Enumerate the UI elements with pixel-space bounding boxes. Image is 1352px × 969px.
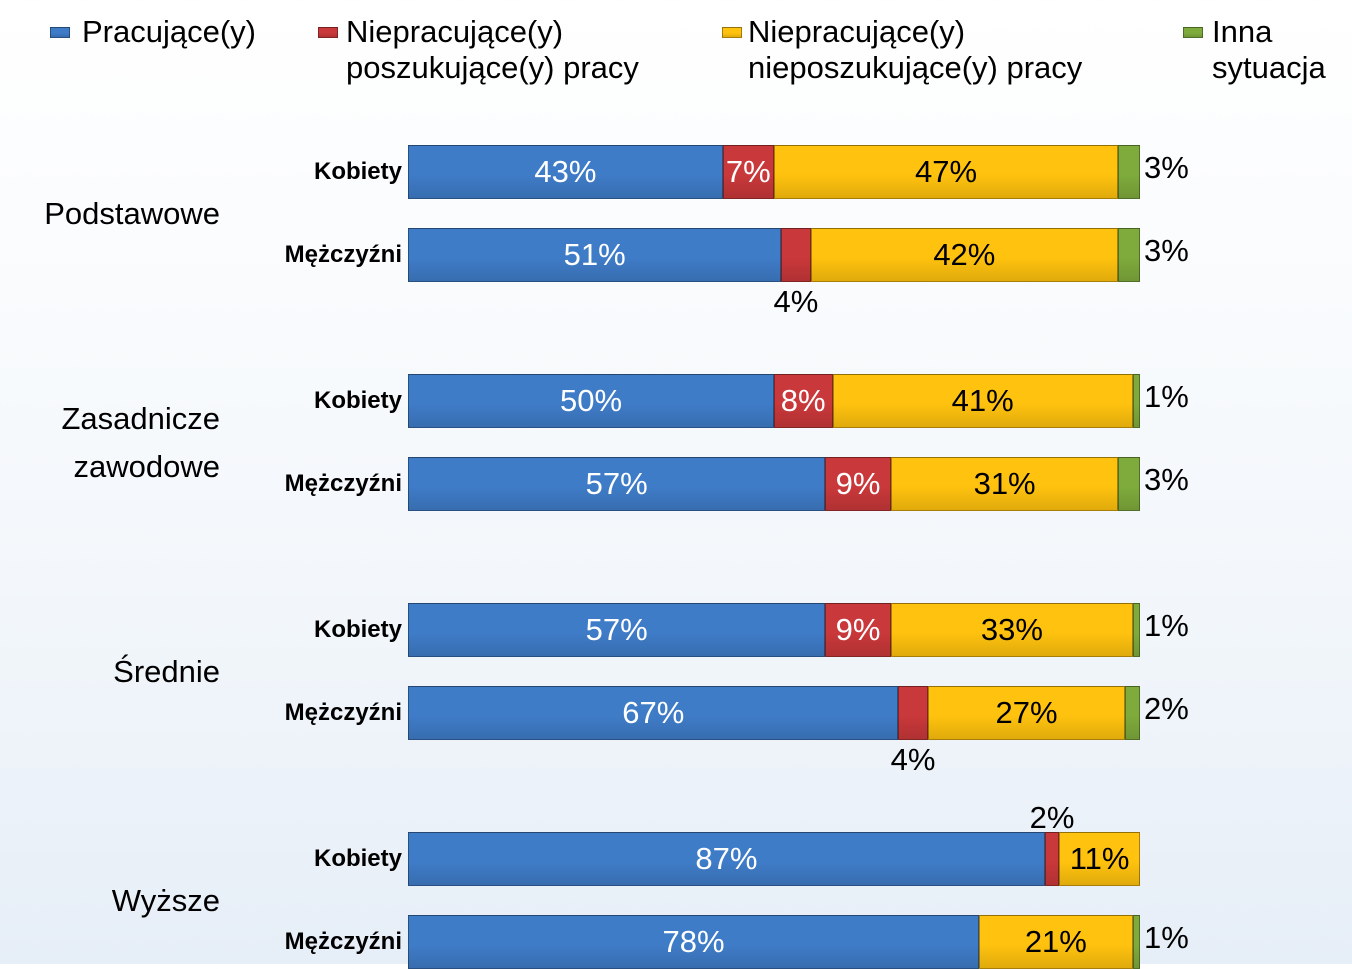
bar-segment	[408, 457, 826, 511]
data-label: 9%	[835, 612, 881, 647]
data-label: 7%	[725, 154, 771, 189]
category-label: Kobiety	[313, 387, 402, 414]
bar-segment	[1132, 915, 1140, 969]
group-label: Zasadnicze zawodowe	[61, 400, 220, 484]
data-label: 2%	[1144, 691, 1189, 726]
data-label: 3%	[1144, 462, 1189, 497]
bar-segment	[408, 832, 1045, 886]
bar-segment	[408, 686, 899, 740]
bar-segment	[408, 374, 774, 428]
bar-segment	[722, 145, 774, 199]
bar-segment	[978, 915, 1133, 969]
bar-segment	[1125, 686, 1140, 740]
data-label: 41%	[951, 383, 1014, 418]
category-label: Mężczyźni	[284, 241, 402, 268]
data-label: 43%	[534, 154, 597, 189]
legend-swatch	[318, 27, 338, 38]
bar-segment	[898, 686, 928, 740]
legend-label: Niepracujące(y) poszukujące(y) pracy	[346, 14, 639, 85]
bar-segment	[774, 374, 833, 428]
bar-segment	[1118, 145, 1140, 199]
data-label: 67%	[622, 695, 685, 730]
data-label: 42%	[933, 237, 996, 272]
data-label: 47%	[915, 154, 978, 189]
data-label: 51%	[563, 237, 626, 272]
data-label: 57%	[585, 466, 648, 501]
bar-segment	[781, 228, 811, 282]
category-label: Mężczyźni	[284, 699, 402, 726]
legend-label: Niepracujące(y) nieposzukujące(y) pracy	[748, 14, 1083, 85]
bar-segment	[1118, 228, 1140, 282]
bar-segment	[1059, 832, 1140, 886]
category-label: Kobiety	[313, 845, 402, 872]
data-label: 8%	[780, 383, 826, 418]
data-label: 2%	[1029, 800, 1075, 835]
data-label: 4%	[890, 742, 936, 777]
data-label: 1%	[1144, 920, 1189, 955]
category-label: Mężczyźni	[284, 928, 402, 955]
legend-swatch	[1183, 27, 1203, 38]
bar-segment	[408, 603, 826, 657]
bar-segment	[1118, 457, 1140, 511]
data-label: 9%	[835, 466, 881, 501]
category-label: Kobiety	[313, 158, 402, 185]
bar-segment	[810, 228, 1119, 282]
data-label: 57%	[585, 612, 648, 647]
bar-segment	[408, 228, 782, 282]
data-label: 27%	[995, 695, 1058, 730]
legend-label: Inna sytuacja	[1212, 14, 1326, 85]
data-label: 3%	[1144, 150, 1189, 185]
bar-segment	[1132, 374, 1140, 428]
data-label: 11%	[1069, 841, 1130, 876]
bar-segment	[891, 603, 1133, 657]
data-label: 33%	[980, 612, 1043, 647]
data-label: 78%	[662, 924, 725, 959]
bar-segment	[1132, 603, 1140, 657]
bar-segment	[927, 686, 1126, 740]
bar-segment	[832, 374, 1133, 428]
data-label: 1%	[1144, 379, 1189, 414]
bar-segment	[825, 457, 892, 511]
bar-segment	[408, 145, 723, 199]
bar-segment	[1044, 832, 1060, 886]
data-label: 1%	[1144, 608, 1189, 643]
bar-segment	[891, 457, 1119, 511]
legend-label: Pracujące(y)	[82, 14, 256, 49]
bar-segment	[408, 915, 979, 969]
data-label: 31%	[973, 466, 1036, 501]
data-label: 21%	[1024, 924, 1087, 959]
category-label: Mężczyźni	[284, 470, 402, 497]
legend-swatch	[50, 27, 70, 38]
data-label: 3%	[1144, 233, 1189, 268]
group-label: Wyższe	[111, 882, 220, 918]
group-label: Podstawowe	[44, 195, 220, 231]
data-label: 50%	[560, 383, 623, 418]
bar-segment	[774, 145, 1119, 199]
group-label: Średnie	[113, 653, 220, 689]
bar-segment	[825, 603, 892, 657]
category-label: Kobiety	[313, 616, 402, 643]
data-label: 87%	[695, 841, 758, 876]
data-label: 4%	[773, 284, 819, 319]
legend-swatch	[722, 27, 742, 38]
